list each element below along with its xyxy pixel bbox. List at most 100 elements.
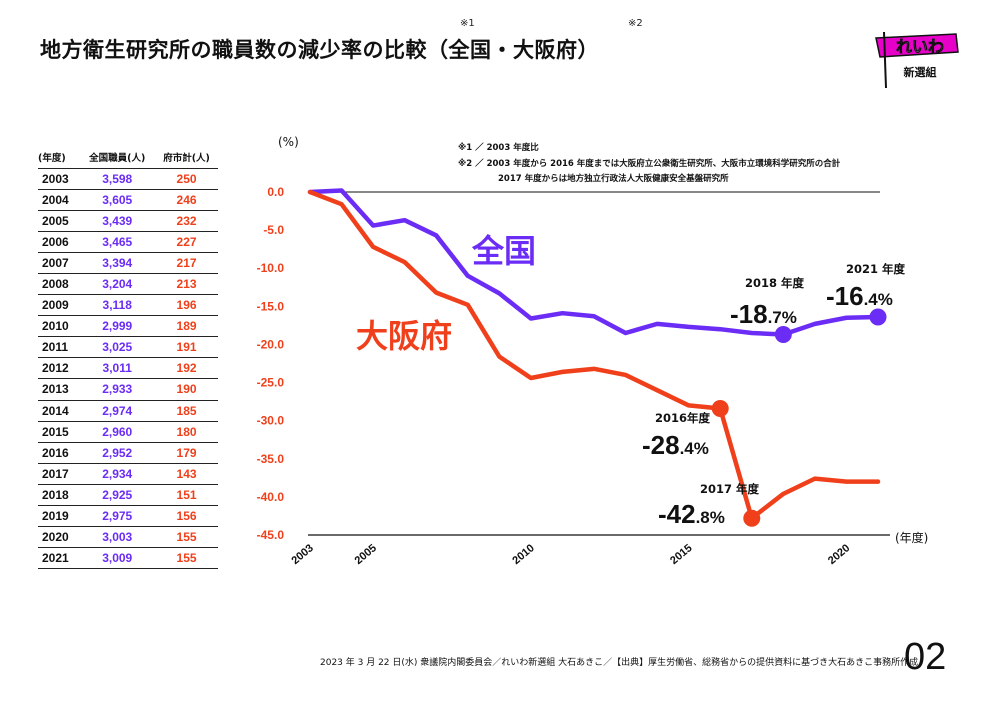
footer-source: 2023 年 3 月 22 日(水) 衆議院内閣委員会／れいわ新選組 大石あきこ… bbox=[320, 658, 919, 668]
cell-year: 2018 bbox=[38, 483, 80, 506]
y-tick-label: -45.0 bbox=[257, 528, 285, 542]
cell-osaka: 232 bbox=[155, 209, 218, 232]
callout-year: 2017 年度 bbox=[700, 482, 760, 496]
cell-osaka: 156 bbox=[155, 504, 218, 527]
x-tick-label: 2020 bbox=[826, 542, 852, 567]
y-tick-label: -35.0 bbox=[257, 452, 285, 466]
data-point-2021 bbox=[869, 308, 887, 326]
callout-value: -42.8% bbox=[658, 499, 725, 529]
callout-value-int: -42 bbox=[658, 499, 696, 529]
cell-national: 3,394 bbox=[79, 251, 156, 274]
callout-year: 2021 年度 bbox=[846, 262, 906, 276]
cell-national: 3,204 bbox=[79, 272, 156, 295]
title-note-mark-2: ※2 bbox=[628, 18, 643, 29]
cell-national: 2,999 bbox=[79, 315, 156, 337]
y-tick-label: 0.0 bbox=[267, 185, 284, 199]
table-row: 2016 2,952 179 bbox=[38, 441, 218, 464]
cell-osaka: 227 bbox=[155, 230, 218, 253]
cell-year: 2010 bbox=[38, 315, 80, 337]
data-point-2016 bbox=[711, 399, 729, 417]
cell-year: 2021 bbox=[38, 547, 80, 570]
x-tick-label: 2010 bbox=[510, 542, 536, 567]
cell-year: 2012 bbox=[38, 357, 80, 379]
footnote-3: 2017 年度からは地方独立行政法人大阪健康安全基盤研究所 bbox=[498, 173, 729, 184]
table-row: 2021 3,009 155 bbox=[38, 547, 218, 570]
callout-value-decimal: .4% bbox=[680, 439, 709, 458]
data-point-2018 bbox=[774, 326, 792, 344]
table-row: 2019 2,975 156 bbox=[38, 504, 218, 527]
cell-national: 2,934 bbox=[79, 462, 156, 485]
cell-national: 2,933 bbox=[79, 378, 156, 401]
cell-year: 2016 bbox=[38, 441, 80, 464]
cell-national: 3,003 bbox=[79, 526, 156, 548]
logo-main-text: れいわ bbox=[896, 37, 944, 56]
cell-osaka: 185 bbox=[155, 399, 218, 422]
cell-osaka: 217 bbox=[155, 251, 218, 274]
title-note-mark-1: ※1 bbox=[460, 18, 475, 29]
cell-year: 2005 bbox=[38, 209, 80, 232]
cell-year: 2014 bbox=[38, 399, 80, 422]
cell-osaka: 213 bbox=[155, 272, 218, 295]
cell-national: 3,009 bbox=[79, 547, 156, 570]
cell-year: 2011 bbox=[38, 336, 80, 358]
reiwa-logo: れいわ 新選組 bbox=[875, 31, 959, 89]
cell-year: 2004 bbox=[38, 188, 80, 211]
callout-value-int: -28 bbox=[642, 430, 680, 460]
cell-year: 2003 bbox=[38, 167, 80, 190]
cell-national: 3,118 bbox=[79, 294, 156, 316]
cell-national: 3,025 bbox=[79, 336, 156, 358]
cell-national: 3,598 bbox=[79, 167, 156, 190]
cell-year: 2015 bbox=[38, 420, 80, 443]
table-row: 2004 3,605 246 bbox=[38, 188, 218, 211]
cell-year: 2006 bbox=[38, 230, 80, 253]
table-row: 2017 2,934 143 bbox=[38, 462, 218, 485]
cell-national: 2,925 bbox=[79, 483, 156, 506]
cell-osaka: 151 bbox=[155, 483, 218, 506]
cell-osaka: 189 bbox=[155, 315, 218, 337]
table-row: 2012 3,011 192 bbox=[38, 357, 218, 379]
cell-osaka: 246 bbox=[155, 188, 218, 211]
y-tick-label: -10.0 bbox=[257, 261, 285, 275]
table-row: 2005 3,439 232 bbox=[38, 209, 218, 232]
page-title: 地方衛生研究所の職員数の減少率の比較（全国・大阪府） bbox=[40, 38, 599, 62]
table-row: 2007 3,394 217 bbox=[38, 251, 218, 274]
y-tick-label: -40.0 bbox=[257, 490, 285, 504]
data-point-2017 bbox=[743, 509, 761, 527]
cell-year: 2019 bbox=[38, 504, 80, 527]
header-national: 全国職員(人) bbox=[89, 152, 146, 164]
callout-value: -16.4% bbox=[826, 281, 893, 311]
page-number: 02 bbox=[904, 636, 947, 678]
callout-value-int: -18 bbox=[730, 299, 768, 329]
cell-osaka: 155 bbox=[155, 526, 218, 548]
y-tick-label: -20.0 bbox=[257, 337, 285, 351]
callout-year: 2016年度 bbox=[655, 411, 711, 425]
series-line-osaka bbox=[307, 189, 881, 521]
y-tick-label: -25.0 bbox=[257, 376, 285, 390]
table-row: 2013 2,933 190 bbox=[38, 378, 218, 401]
cell-year: 2013 bbox=[38, 378, 80, 401]
x-tick-label: 2015 bbox=[668, 542, 694, 567]
callout-value: -28.4% bbox=[642, 430, 709, 460]
table-row: 2009 3,118 196 bbox=[38, 294, 218, 316]
callout-value-decimal: .8% bbox=[696, 508, 725, 527]
cell-osaka: 250 bbox=[155, 167, 218, 190]
y-axis-label: (%) bbox=[278, 135, 299, 149]
callout-value-int: -16 bbox=[826, 281, 864, 311]
cell-year: 2009 bbox=[38, 294, 80, 316]
callout-value: -18.7% bbox=[730, 299, 797, 329]
cell-osaka: 179 bbox=[155, 441, 218, 464]
table-row: 2008 3,204 213 bbox=[38, 272, 218, 295]
cell-osaka: 196 bbox=[155, 294, 218, 316]
y-tick-label: -5.0 bbox=[263, 223, 284, 237]
table-row: 2015 2,960 180 bbox=[38, 420, 218, 443]
table-row: 2020 3,003 155 bbox=[38, 526, 218, 548]
cell-national: 2,975 bbox=[79, 504, 156, 527]
footnote-2: ※2 ／ 2003 年度から 2016 年度までは大阪府立公衆衛生研究所、大阪市… bbox=[458, 158, 841, 169]
callout-value-decimal: .7% bbox=[768, 308, 797, 327]
cell-osaka: 180 bbox=[155, 420, 218, 443]
y-tick-label: -15.0 bbox=[257, 299, 285, 313]
header-osaka: 府市計(人) bbox=[163, 152, 210, 164]
cell-national: 3,465 bbox=[79, 230, 156, 253]
cell-year: 2017 bbox=[38, 462, 80, 485]
series-label-osaka: 大阪府 bbox=[356, 317, 452, 355]
